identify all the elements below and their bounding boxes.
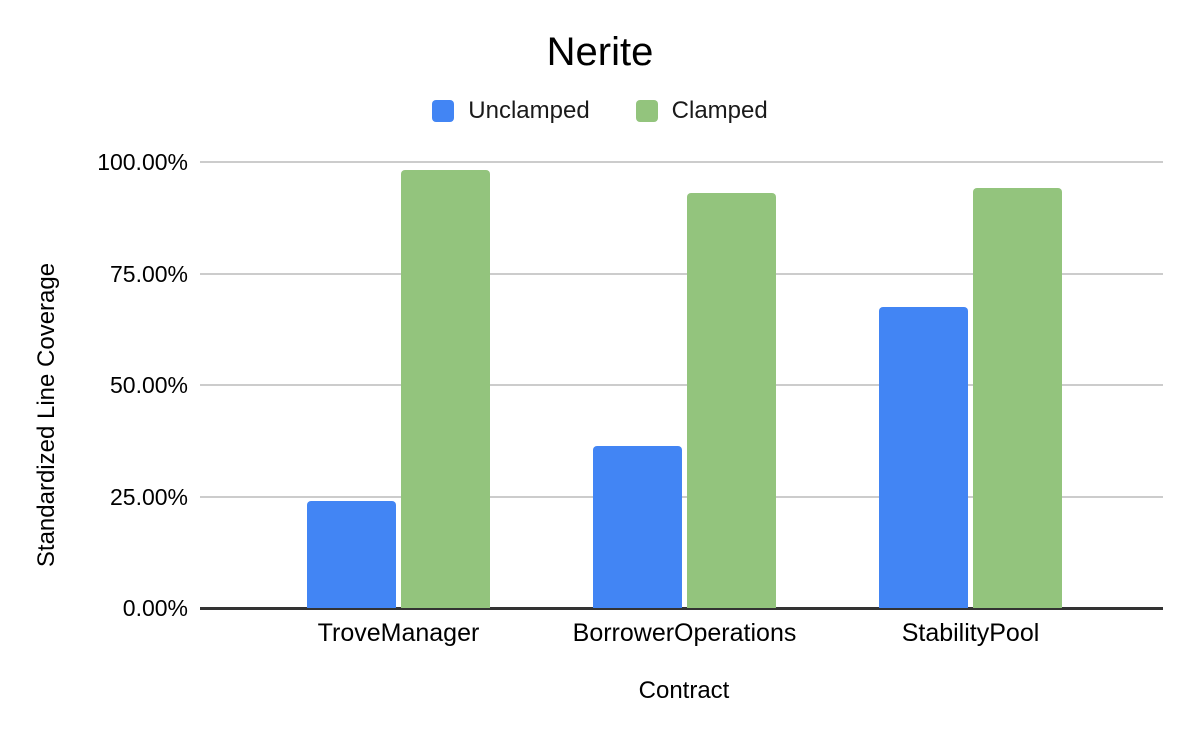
x-axis-title: Contract <box>638 677 730 704</box>
gridline <box>200 161 1163 163</box>
gridline <box>200 384 1163 386</box>
gridline <box>200 272 1163 275</box>
y-axis-tick-label: 50.00% <box>109 372 188 398</box>
x-axis-tick-label: TroveManager <box>317 619 480 647</box>
legend: Unclamped Clamped <box>0 97 1200 125</box>
legend-swatch <box>635 100 658 122</box>
chart-title: Nerite <box>546 30 654 74</box>
legend-swatch <box>432 100 455 122</box>
y-axis-tick-label: 100.00% <box>97 149 188 175</box>
y-axis-tick-label: 0.00% <box>122 595 188 621</box>
y-axis-tick-label: 25.00% <box>109 483 188 510</box>
legend-label: Unclamped <box>468 97 590 124</box>
bar-clamped-TroveManager <box>401 170 490 608</box>
x-axis-tick-label: StabilityPool <box>901 619 1040 647</box>
legend-item: Unclamped <box>432 97 590 125</box>
x-axis-baseline <box>200 607 1163 610</box>
bar-clamped-StabilityPool <box>973 188 1062 608</box>
legend-item: Clamped <box>635 97 768 125</box>
bar-unclamped-TroveManager <box>307 500 396 608</box>
bar-unclamped-BorrowerOperations <box>593 446 682 608</box>
legend-label: Clamped <box>671 97 768 124</box>
x-axis-tick-label: BorrowerOperations <box>572 619 797 647</box>
y-axis-title: Standardized Line Coverage <box>33 262 60 568</box>
bar-clamped-BorrowerOperations <box>687 193 776 608</box>
bar-unclamped-StabilityPool <box>879 307 968 608</box>
y-axis-tick-label: 75.00% <box>109 260 188 287</box>
plot-area <box>200 161 1163 610</box>
